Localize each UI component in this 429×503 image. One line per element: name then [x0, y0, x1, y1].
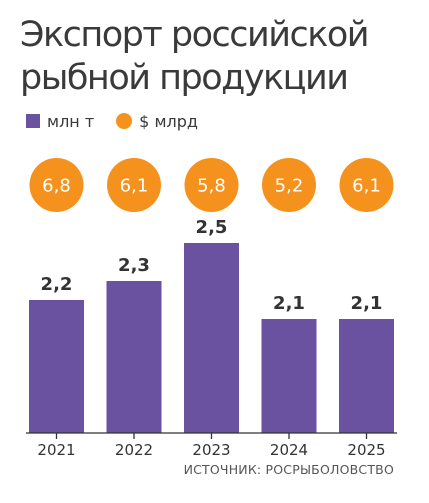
value-circle-2022 — [107, 158, 161, 212]
source-note: ИСТОЧНИК: РОСРЫБОЛОВСТВО — [183, 462, 394, 477]
x-tick-label-2023: 2023 — [192, 441, 230, 459]
legend-item-value: $ млрд — [116, 112, 198, 131]
bar-label-2023: 2,5 — [196, 217, 228, 238]
bar-label-2022: 2,3 — [118, 255, 150, 276]
bar-2021 — [29, 300, 84, 433]
bar-2022 — [106, 281, 162, 433]
bar-label-2024: 2,1 — [273, 293, 305, 314]
bar-2025 — [339, 319, 394, 433]
value-circle-2024 — [262, 158, 316, 212]
value-circle-2023 — [184, 158, 239, 212]
legend-label-volume: млн т — [47, 111, 95, 131]
value-circle-label-2021: 6,8 — [42, 176, 71, 197]
value-circle-label-2025: 6,1 — [352, 176, 381, 197]
legend-label-value: $ млрд — [139, 111, 198, 131]
bar-2024 — [261, 319, 317, 433]
legend-swatch-value — [116, 113, 133, 129]
value-circle-label-2022: 6,1 — [120, 176, 149, 197]
bar-2023 — [184, 243, 239, 433]
value-circle-2025 — [339, 158, 394, 212]
x-tick-label-2025: 2025 — [347, 441, 385, 459]
chart-title-line-1: Экспорт российской — [20, 15, 370, 55]
chart-title: Экспорт российской рыбной продукции — [20, 14, 370, 100]
x-tick-label-2021: 2021 — [37, 441, 75, 459]
value-circle-label-2024: 5,2 — [275, 176, 304, 197]
value-circle-label-2023: 5,8 — [197, 176, 226, 197]
value-circle-2021 — [29, 158, 84, 212]
legend-swatch-volume — [26, 114, 40, 128]
x-tick-label-2024: 2024 — [270, 441, 308, 459]
legend-item-volume: млн т — [26, 112, 94, 131]
x-tick-label-2022: 2022 — [115, 441, 153, 459]
chart-title-line-2: рыбной продукции — [20, 58, 349, 98]
bar-label-2025: 2,1 — [351, 293, 383, 314]
legend: млн т $ млрд — [26, 110, 220, 132]
bar-label-2021: 2,2 — [41, 274, 73, 295]
